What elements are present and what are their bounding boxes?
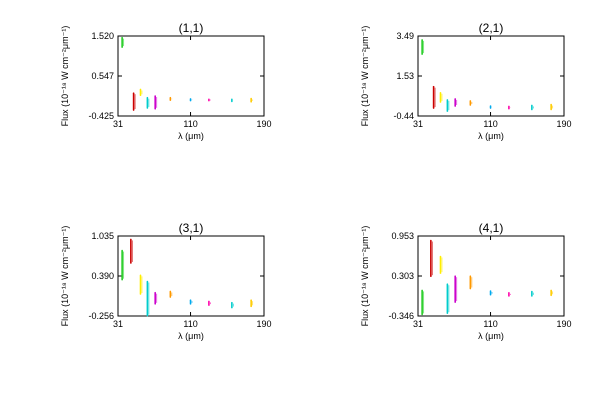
panel-title: (2,1) [479,21,504,35]
y-tick-label: 1.520 [91,31,114,41]
y-axis-label: Flux (10⁻¹⁸ W cm⁻²μm⁻¹) [60,226,70,327]
panel-title: (4,1) [479,221,504,235]
panel-3: (3,1) 31 110 190 -0.256 0.390 1.035 λ (μm) Flux … [60,221,272,341]
y-axis-label: Flux (10⁻¹⁸ W cm⁻²μm⁻¹) [60,26,70,127]
x-tick-label: 190 [556,119,571,129]
x-tick-label: 190 [256,119,271,129]
x-axis-label: λ (μm) [478,331,504,341]
panel-title: (1,1) [179,21,204,35]
x-tick-label: 110 [483,319,497,329]
x-tick-label: 31 [413,119,423,129]
x-tick-label: 190 [256,319,271,329]
y-tick-label: -0.346 [388,311,414,321]
y-axis-label: Flux (10⁻¹⁸ W cm⁻²μm⁻¹) [360,226,370,327]
panel-4: (4,1) 31 110 190 -0.346 0.303 0.953 λ (μm) Flux … [360,221,572,341]
y-tick-label: 0.303 [391,271,414,281]
plot-frame [417,35,565,117]
x-tick-label: 190 [556,319,571,329]
y-tick-label: 0.953 [391,231,414,241]
panel-title: (3,1) [179,221,204,235]
x-tick-label: 31 [113,319,123,329]
x-axis-label: λ (μm) [178,331,204,341]
y-tick-label: 1.53 [396,71,414,81]
x-tick-label: 31 [113,119,123,129]
plot-frame [117,35,265,117]
plot-frame [417,235,565,317]
y-tick-label: -0.425 [88,111,114,121]
x-tick-label: 110 [183,319,197,329]
panel-2: (2,1) 31 110 190 -0.44 1.53 3.49 λ (μm) Flux (10… [360,21,572,141]
y-tick-label: 0.547 [91,71,114,81]
x-tick-label: 110 [483,119,497,129]
y-tick-label: -0.44 [393,111,414,121]
y-tick-label: 0.390 [91,271,114,281]
x-tick-label: 31 [413,319,423,329]
y-tick-label: 3.49 [396,31,414,41]
x-tick-label: 110 [183,119,197,129]
panel-1: (1,1) 31 110 190 -0.425 0.547 1.520 λ (μm) Flux … [60,21,272,141]
x-axis-label: λ (μm) [478,131,504,141]
x-axis-label: λ (μm) [178,131,204,141]
y-tick-label: 1.035 [91,231,114,241]
y-tick-label: -0.256 [88,311,114,321]
y-axis-label: Flux (10⁻¹⁸ W cm⁻²μm⁻¹) [360,26,370,127]
